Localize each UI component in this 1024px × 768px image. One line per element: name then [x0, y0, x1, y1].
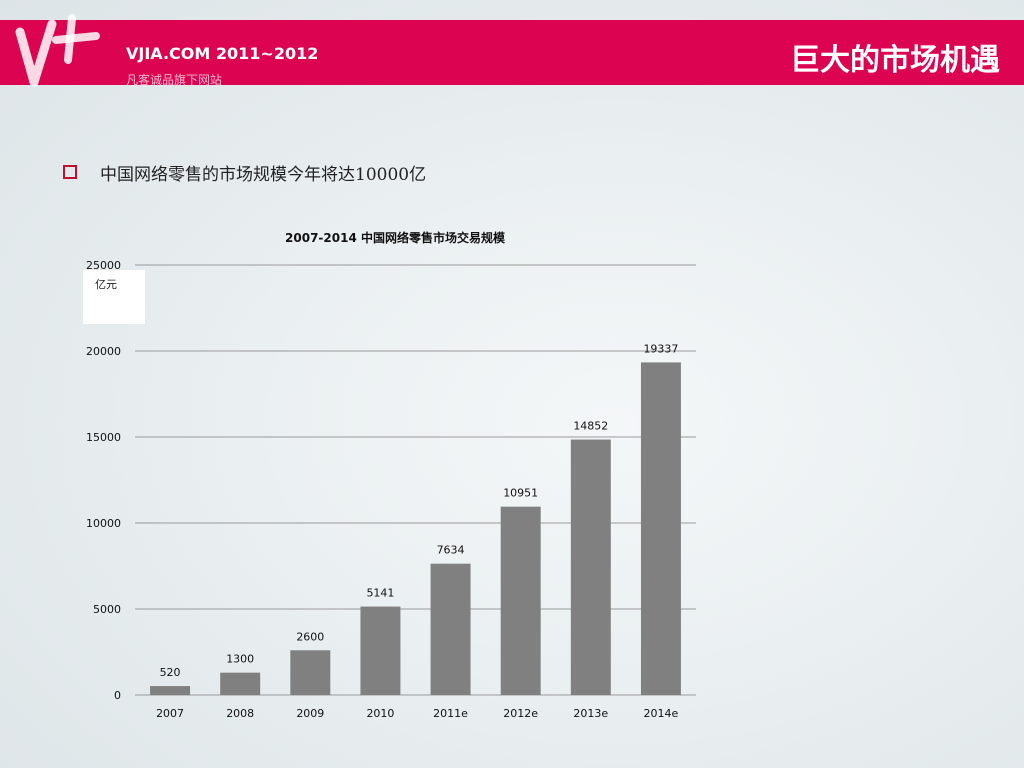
bar-2007	[150, 686, 191, 695]
data-label: 5141	[366, 587, 394, 600]
data-label: 1300	[226, 653, 254, 666]
x-tick-label: 2009	[296, 707, 324, 720]
x-tick-label: 2014e	[644, 707, 679, 720]
x-tick-label: 2007	[156, 707, 184, 720]
y-tick-label: 0	[114, 689, 121, 702]
data-label: 7634	[437, 544, 465, 557]
y-tick-label: 15000	[86, 431, 121, 444]
x-tick-label: 2013e	[573, 707, 608, 720]
site-name: VJIA.COM 2011~2012	[126, 44, 319, 63]
data-label: 10951	[503, 487, 538, 500]
chart-title: 2007-2014 中国网络零售市场交易规模	[285, 231, 505, 245]
bullet-square-icon	[63, 165, 77, 179]
header-banner	[0, 20, 1024, 85]
x-tick-label: 2012e	[503, 707, 538, 720]
bar-2013e	[570, 439, 611, 695]
y-axis-unit: 亿元	[95, 278, 117, 291]
vplus-logo-icon	[15, 14, 100, 87]
site-subtitle: 凡客诚品旗下网站	[126, 73, 223, 87]
y-tick-label: 5000	[93, 603, 121, 616]
y-tick-label: 10000	[86, 517, 121, 530]
bar-2008	[220, 672, 261, 695]
bar-2009	[290, 650, 331, 695]
x-tick-label: 2008	[226, 707, 254, 720]
y-tick-label: 25000	[86, 259, 121, 272]
data-label: 14852	[573, 420, 608, 433]
bullet-text: 中国网络零售的市场规模今年将达10000亿	[100, 165, 427, 185]
x-tick-label: 2010	[366, 707, 394, 720]
data-label: 520	[160, 666, 181, 679]
bar-2011e	[430, 563, 471, 695]
bar-2012e	[500, 506, 541, 695]
unit-label-box	[83, 270, 145, 324]
data-label: 2600	[296, 630, 324, 643]
x-tick-label: 2011e	[433, 707, 468, 720]
bar-2010	[360, 606, 401, 695]
y-tick-label: 20000	[86, 345, 121, 358]
data-label: 19337	[643, 342, 678, 355]
page-title: 巨大的市场机遇	[790, 43, 1000, 78]
bar-2014e	[640, 362, 681, 695]
